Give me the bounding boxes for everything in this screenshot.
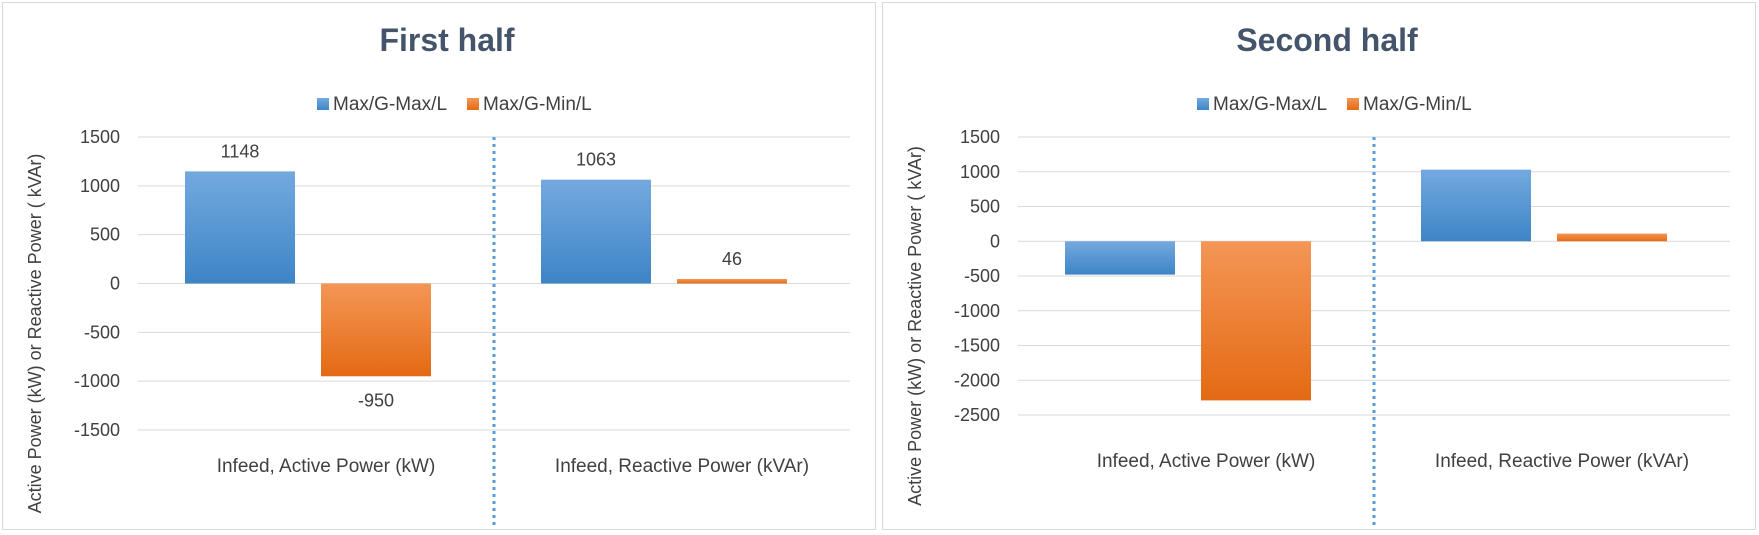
x-category-label: Infeed, Reactive Power (kVAr) (555, 456, 809, 477)
bar-max-g-min-l (677, 279, 787, 284)
y-tick-label: 1000 (80, 176, 120, 196)
y-axis-title: Active Power (kW) or Reactive Power ( kV… (905, 146, 925, 506)
y-tick-label: 0 (990, 231, 1000, 251)
y-tick-label: -2000 (954, 370, 1000, 390)
y-tick-label: 1500 (960, 127, 1000, 147)
y-tick-label: -1500 (74, 420, 120, 440)
chart-first-half: First half Max/G-Max/L Max/G-Min/L Active P… (25, 22, 850, 529)
chart-second-half: Second half Max/G-Max/L Max/G-Min/L Active … (905, 22, 1730, 529)
x-category-label: Infeed, Active Power (kW) (217, 456, 436, 477)
y-axis-title: Active Power (kW) or Reactive Power ( kV… (25, 154, 45, 514)
bar-max-g-min-l (1557, 233, 1667, 242)
legend-label: Max/G-Max/L (333, 94, 447, 115)
chart-title: First half (379, 22, 514, 58)
y-tick-label: -2500 (954, 405, 1000, 425)
chart-panel-second-half: Second half Max/G-Max/L Max/G-Min/L Active … (882, 2, 1756, 530)
legend-label: Max/G-Min/L (1363, 94, 1472, 115)
legend-swatch (317, 98, 329, 110)
chart-panel-first-half: First half Max/G-Max/L Max/G-Min/L Active P… (2, 2, 876, 530)
y-tick-label: 0 (110, 274, 120, 294)
legend-swatch (1197, 98, 1209, 110)
y-tick-label: 500 (970, 197, 1000, 217)
data-label: 1148 (221, 141, 260, 161)
legend-swatch (1347, 98, 1359, 110)
bar-max-g-max-l (1065, 241, 1175, 275)
y-tick-label: -1500 (954, 336, 1000, 356)
x-category-label: Infeed, Active Power (kW) (1097, 451, 1316, 472)
legend-swatch (467, 98, 479, 110)
x-category-label: Infeed, Reactive Power (kVAr) (1435, 451, 1689, 472)
y-tick-label: -1000 (954, 301, 1000, 321)
y-tick-label: 1000 (960, 162, 1000, 182)
y-tick-label: 1500 (80, 127, 120, 147)
data-label: 46 (722, 249, 742, 269)
bar-max-g-min-l (321, 283, 431, 377)
y-tick-label: 500 (90, 225, 120, 245)
bar-max-g-max-l (185, 171, 295, 284)
y-tick-label: -500 (964, 266, 1000, 286)
data-label: -950 (358, 390, 394, 410)
data-label: 1063 (576, 150, 616, 170)
bar-max-g-min-l (1201, 241, 1311, 401)
legend-label: Max/G-Max/L (1213, 94, 1327, 115)
bar-max-g-max-l (541, 179, 651, 284)
y-tick-label: -1000 (74, 371, 120, 391)
bar-max-g-max-l (1421, 169, 1531, 242)
chart-title: Second half (1236, 22, 1418, 58)
legend-label: Max/G-Min/L (483, 94, 592, 115)
y-tick-label: -500 (84, 322, 120, 342)
